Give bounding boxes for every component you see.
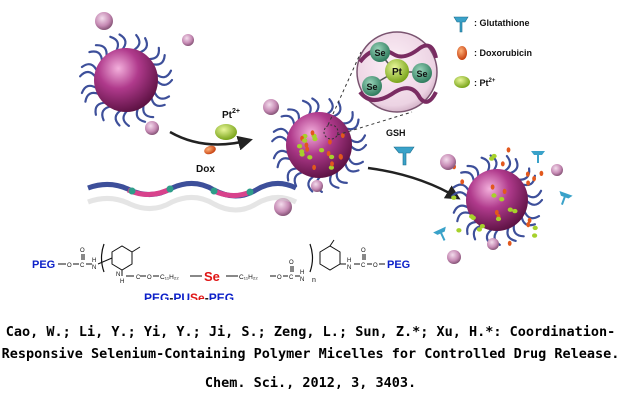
polymer-name: PEG-PUSe-PEG (144, 291, 234, 300)
glutathione-icon (393, 146, 415, 166)
doxorubicin-molecule (204, 145, 216, 155)
atom-c: C (136, 275, 141, 281)
svg-text:: Pt2+: : Pt2+ (474, 78, 496, 88)
atom-c: C (80, 263, 85, 269)
svg-text:Pt2+: Pt2+ (222, 108, 240, 121)
atom-o: O (147, 275, 152, 281)
peg-left: PEG (32, 259, 55, 271)
selenium-atom: Se (412, 63, 432, 83)
peg-right: PEG (387, 259, 410, 271)
citation-journal: Chem. Sci., 2012, 3, 3403. (204, 375, 417, 391)
gsh-label: GSH (386, 128, 406, 138)
atom-o: O (373, 263, 378, 269)
polymer-name-pu: PU (173, 291, 190, 300)
loaded-cargo (297, 130, 345, 170)
small-micelle (182, 34, 194, 46)
legend-platinum: : Pt (474, 78, 489, 88)
alkyl-chain: C₁₁H₂₂ (239, 274, 258, 281)
polymer-chain (87, 181, 298, 213)
polymer-name-peg: PEG (144, 291, 169, 300)
legend-glutathione: : Glutathione (474, 18, 530, 28)
atom-n: N (347, 265, 351, 271)
atom-h: H (120, 279, 124, 285)
glutathione-icon (453, 16, 469, 33)
citation-title: Responsive Selenium-Containing Polymer M… (1, 346, 620, 362)
glutathione-icon (559, 190, 573, 205)
polymer-name-se: Se (190, 291, 205, 300)
pt-reagent-charge: 2+ (232, 108, 240, 115)
atom-h: H (347, 258, 351, 264)
dox-reagent-label: Dox (196, 164, 215, 175)
platinum-center: Pt (385, 59, 409, 83)
citation-authors: Cao, W.; Li, Y.; Yi, Y.; Ji, S.; Zeng, L… (5, 324, 616, 340)
small-micelle (311, 180, 323, 192)
coordination-inset: Se Se Se Pt (356, 31, 438, 113)
atom-h: H (92, 258, 96, 264)
pt-reagent-label: Pt (222, 110, 233, 121)
small-micelle (487, 238, 499, 250)
alkyl-chain: C₁₁H₂₂ (160, 274, 179, 281)
small-micelle (440, 154, 456, 170)
selenium-atom: Se (362, 76, 382, 96)
loading-arrow (169, 130, 253, 151)
platinum-ion (215, 124, 237, 140)
platinum-icon (454, 76, 470, 88)
repeat-index: n (312, 277, 316, 284)
small-micelle (145, 121, 159, 135)
small-micelle (551, 164, 563, 176)
se-label: Se (366, 82, 377, 92)
micelle-loaded (271, 97, 368, 193)
doxorubicin-icon (457, 46, 467, 60)
small-micelle (274, 198, 292, 216)
released-cargo (451, 147, 544, 246)
atom-n: N (300, 277, 304, 283)
atom-o: O (361, 248, 366, 254)
polymer-name-peg: PEG (209, 291, 234, 300)
release-arrow (367, 166, 461, 200)
atom-n: N (92, 265, 96, 271)
chemical-structure: PEG O C O H N H N C O C₁₁H₂₂ Se C₁₁H₂₂ O… (32, 239, 410, 285)
atom-o: O (67, 263, 72, 269)
selenium-center: Se (204, 269, 220, 284)
glutathione-icon (433, 226, 446, 241)
se-label: Se (416, 69, 427, 79)
small-micelle (447, 250, 461, 264)
atom-c: C (289, 275, 294, 281)
atom-o: O (289, 260, 294, 266)
small-micelle (95, 12, 113, 30)
micelle-initial (79, 33, 174, 127)
se-label: Se (374, 48, 385, 58)
legend-platinum-charge: 2+ (489, 78, 496, 84)
selenium-atom: Se (370, 42, 390, 62)
scheme-diagram: Pt2+ Dox Se Se (32, 12, 573, 300)
legend-doxorubicin: : Doxorubicin (474, 48, 532, 58)
atom-o: O (277, 275, 282, 281)
zoom-lines (323, 51, 413, 140)
pt-label: Pt (392, 67, 403, 78)
atom-o: O (80, 248, 85, 254)
small-micelle (263, 99, 279, 115)
glutathione-icon (531, 151, 545, 163)
polymer-name-dash: - (169, 291, 173, 300)
atom-h: H (300, 270, 304, 276)
atom-n: N (116, 272, 120, 278)
micelle-disassembled (451, 147, 544, 246)
polymer-name-dash: - (205, 291, 209, 300)
atom-c: C (361, 263, 366, 269)
legend: : Glutathione : Doxorubicin : Pt2+ (453, 16, 532, 88)
